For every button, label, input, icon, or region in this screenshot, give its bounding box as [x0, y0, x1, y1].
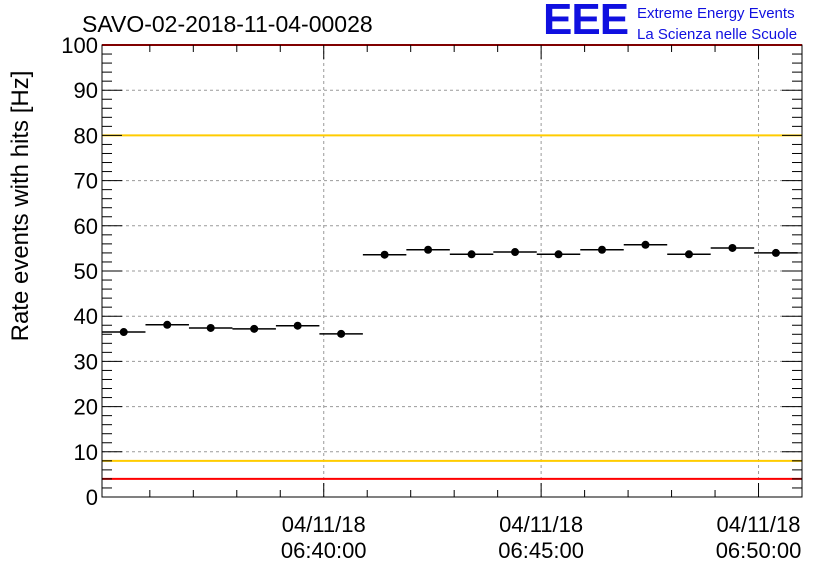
y-tick-label: 0 — [86, 485, 98, 510]
x-tick-date-label: 04/11/18 — [282, 512, 366, 537]
eee-logo-mark: EEE — [543, 0, 629, 44]
x-tick-time-label: 06:50:00 — [716, 538, 802, 563]
data-point — [293, 321, 302, 330]
data-point — [598, 245, 606, 254]
x-tick-date-label: 04/11/18 — [499, 512, 583, 537]
y-tick-label: 100 — [61, 33, 98, 58]
data-points — [102, 240, 798, 338]
y-tick-label: 70 — [74, 169, 98, 194]
data-point — [250, 324, 259, 333]
y-tick-label: 90 — [74, 78, 98, 103]
x-tick-date-label: 04/11/18 — [717, 512, 801, 537]
x-tick-time-label: 06:45:00 — [498, 538, 584, 563]
eee-logo: EEE Extreme Energy Events La Scienza nel… — [543, 0, 833, 44]
data-point — [467, 250, 476, 259]
y-tick-label: 10 — [74, 440, 98, 465]
y-tick-label: 80 — [74, 123, 98, 148]
y-tick-label: 60 — [74, 214, 98, 239]
data-point — [641, 240, 650, 249]
data-point — [424, 245, 433, 254]
reference-lines — [102, 44, 802, 480]
data-point — [119, 328, 128, 337]
data-point — [771, 248, 780, 257]
data-point — [511, 248, 520, 257]
x-axis-ticks: 04/11/1806:40:0004/11/1806:45:0004/11/18… — [149, 45, 803, 563]
data-point — [728, 243, 737, 252]
data-point — [337, 329, 346, 338]
grid — [102, 45, 802, 497]
y-axis-label: Rate events with hits [Hz] — [7, 71, 34, 342]
data-point — [380, 250, 389, 259]
x-tick-time-label: 06:40:00 — [281, 538, 367, 563]
y-tick-label: 40 — [74, 304, 98, 329]
data-point — [163, 320, 172, 329]
logo-line-2: La Scienza nelle Scuole — [637, 26, 798, 43]
logo-line-1: Extreme Energy Events — [637, 5, 795, 22]
data-point — [206, 323, 215, 332]
data-point — [684, 250, 693, 259]
y-axis-ticks: 0 10 20 30 40 50 60 70 80 90 100 — [61, 33, 802, 510]
y-tick-label: 20 — [74, 395, 98, 420]
chart-title: SAVO-02-2018-11-04-00028 — [82, 11, 373, 37]
y-tick-label: 30 — [74, 349, 98, 374]
data-point — [554, 250, 563, 259]
y-tick-label: 50 — [74, 259, 98, 284]
